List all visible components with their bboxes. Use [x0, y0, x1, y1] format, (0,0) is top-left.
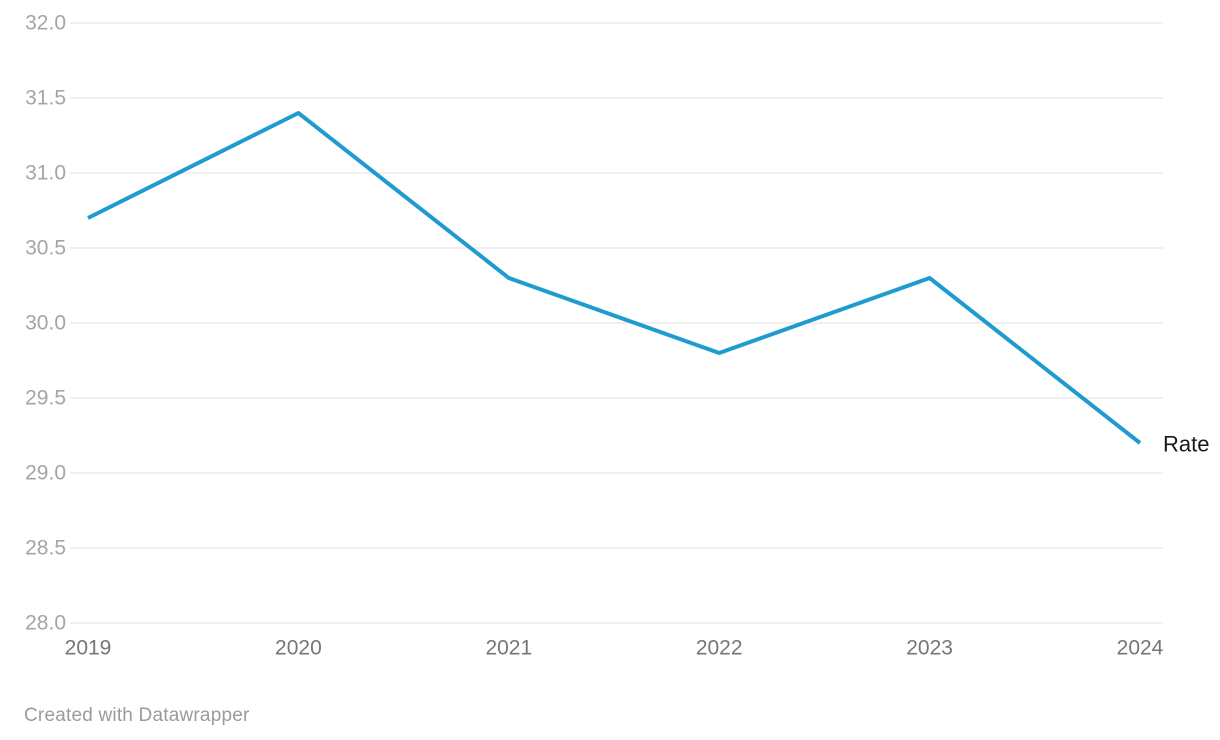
y-tick-label: 30.5 — [25, 237, 66, 260]
x-tick-label: 2022 — [696, 637, 743, 660]
series-end-label: Rate — [1163, 432, 1209, 457]
x-axis-labels: 2019 2020 2021 2022 2023 2024 — [65, 637, 1164, 660]
y-axis-labels: 28.0 28.5 29.0 29.5 30.0 30.5 31.0 31.5 32.0 — [25, 12, 66, 635]
y-tick-label: 31.0 — [25, 162, 66, 185]
y-tick-label: 32.0 — [25, 12, 66, 35]
x-tick-label: 2021 — [485, 637, 532, 660]
y-tick-label: 28.0 — [25, 612, 66, 635]
gridlines — [70, 22, 1163, 624]
y-tick-label: 31.5 — [25, 87, 66, 110]
y-tick-label: 29.0 — [25, 462, 66, 485]
x-tick-label: 2020 — [275, 637, 322, 660]
y-tick-label: 29.5 — [25, 387, 66, 410]
attribution-text: Created with Datawrapper — [24, 705, 250, 726]
x-tick-label: 2024 — [1117, 637, 1164, 660]
x-tick-label: 2023 — [906, 637, 953, 660]
y-tick-label: 30.0 — [25, 312, 66, 335]
x-tick-label: 2019 — [65, 637, 112, 660]
rate-line-series — [87, 111, 1142, 445]
y-tick-label: 28.5 — [25, 537, 66, 560]
